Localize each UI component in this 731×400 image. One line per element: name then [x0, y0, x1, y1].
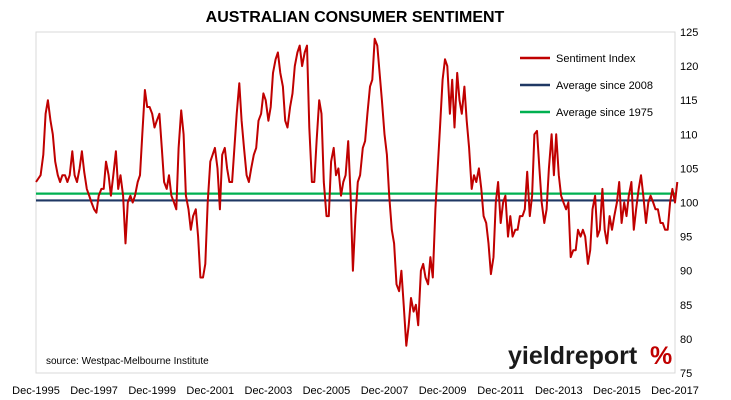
y-axis-ticks: 75 80 85 90 95 100 105 110 115 120 125 [680, 27, 698, 380]
source-note: source: Westpac-Melbourne Institute [46, 356, 209, 367]
x-tick-label: Dec-2017 [651, 385, 699, 397]
yieldreport-logo: yieldreport % [508, 342, 672, 370]
y-tick-label: 115 [680, 95, 698, 107]
x-tick-label: Dec-1997 [70, 385, 118, 397]
logo-percent-symbol: % [650, 342, 672, 370]
y-tick-label: 120 [680, 61, 698, 73]
legend-label: Sentiment Index [556, 53, 636, 65]
x-tick-label: Dec-1999 [128, 385, 176, 397]
legend: Sentiment Index Average since 2008 Average… [520, 53, 653, 119]
legend-label: Average since 2008 [556, 80, 653, 92]
y-tick-label: 85 [680, 300, 692, 312]
logo-wordmark: yieldreport [508, 342, 638, 370]
x-tick-label: Dec-2009 [419, 385, 467, 397]
chart-title: AUSTRALIAN CONSUMER SENTIMENT [206, 9, 505, 26]
legend-label: Average since 1975 [556, 107, 653, 119]
y-tick-label: 75 [680, 368, 692, 380]
x-tick-label: Dec-2007 [361, 385, 409, 397]
x-tick-label: Dec-2003 [245, 385, 293, 397]
y-tick-label: 80 [680, 334, 692, 346]
x-tick-label: Dec-2001 [186, 385, 234, 397]
y-tick-label: 110 [680, 129, 698, 141]
x-tick-label: Dec-2013 [535, 385, 583, 397]
y-tick-label: 100 [680, 198, 698, 210]
y-tick-label: 105 [680, 163, 698, 175]
y-tick-label: 125 [680, 27, 698, 39]
x-tick-label: Dec-1995 [12, 385, 60, 397]
x-tick-label: Dec-2015 [593, 385, 641, 397]
y-tick-label: 90 [680, 266, 692, 278]
y-tick-label: 95 [680, 232, 692, 244]
average-lines [36, 192, 675, 202]
sentiment-index-line [35, 37, 679, 347]
x-tick-label: Dec-2011 [477, 385, 524, 397]
series-lines [35, 37, 679, 347]
x-tick-label: Dec-2005 [303, 385, 351, 397]
x-axis-ticks: Dec-1995 Dec-1997 Dec-1999 Dec-2001 Dec-2003… [12, 385, 699, 397]
